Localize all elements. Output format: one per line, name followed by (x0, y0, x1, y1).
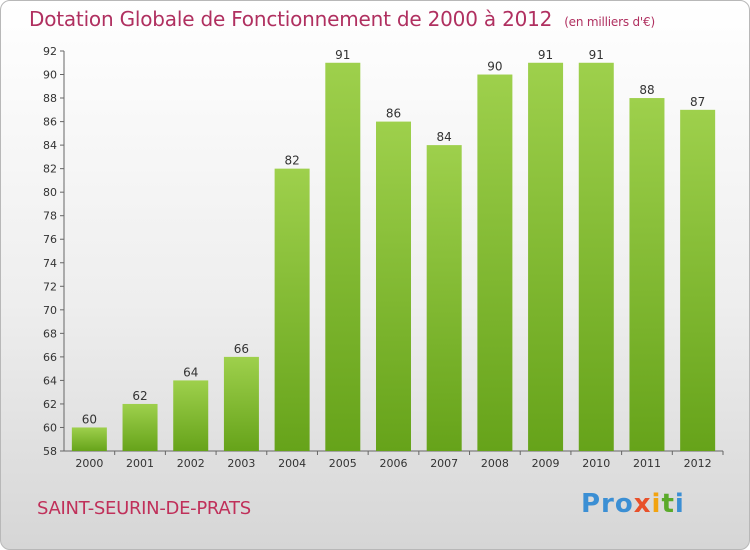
chart-title: Dotation Globale de Fonctionnement de 20… (29, 7, 655, 31)
data-label: 86 (386, 107, 401, 121)
y-tick-label: 74 (43, 257, 57, 270)
y-tick-label: 88 (43, 92, 57, 105)
bar (325, 62, 361, 451)
y-tick-label: 68 (43, 327, 57, 340)
bar (578, 62, 614, 451)
bar (528, 62, 564, 451)
commune-name: SAINT-SEURIN-DE-PRATS (37, 498, 251, 519)
logo-letter: i (674, 489, 685, 519)
x-tick-label: 2000 (75, 457, 103, 470)
data-label: 91 (538, 48, 553, 62)
bar (122, 403, 158, 451)
logo-letter: i (651, 489, 662, 519)
data-label: 62 (132, 389, 147, 403)
x-tick-label: 2004 (278, 457, 306, 470)
axes: 58 60 62 64 66 68 70 72 74 76 78 80 82 84 86 88 90 92 2000… (43, 45, 724, 470)
y-tick-label: 62 (43, 398, 57, 411)
bar (680, 109, 716, 451)
bars (71, 62, 716, 452)
x-tick-label: 2006 (380, 457, 408, 470)
y-tick-label: 76 (43, 233, 57, 246)
x-tick-label: 2008 (481, 457, 509, 470)
bar (477, 74, 513, 451)
bar (629, 98, 665, 451)
y-tick-label: 66 (43, 351, 57, 364)
data-label: 88 (639, 83, 654, 97)
bar (223, 356, 259, 451)
x-tick-label: 2011 (633, 457, 661, 470)
y-tick-label: 82 (43, 163, 57, 176)
y-tick-label: 58 (43, 445, 57, 458)
y-tick-label: 78 (43, 210, 57, 223)
y-tick-label: 70 (43, 304, 57, 317)
data-label: 90 (487, 60, 502, 74)
logo-letter: Pro (581, 489, 634, 519)
y-tick-label: 92 (43, 45, 57, 58)
bar (71, 427, 107, 451)
x-tick-label: 2009 (532, 457, 560, 470)
data-labels: 60 62 64 66 82 91 86 84 90 91 91 88 87 (82, 48, 706, 427)
proxiti-logo: Proxiti (581, 489, 685, 519)
y-tick-label: 80 (43, 186, 57, 199)
x-tick-label: 2010 (582, 457, 610, 470)
logo-letter: x (633, 489, 652, 519)
x-tick-label: 2005 (329, 457, 357, 470)
chart-unit: (en milliers d'€) (564, 15, 655, 29)
y-tick-label: 90 (43, 69, 57, 82)
y-tick-label: 84 (43, 139, 57, 152)
bar (426, 145, 462, 451)
x-tick-label: 2007 (430, 457, 458, 470)
x-tick-label: 2012 (684, 457, 712, 470)
x-tick-label: 2001 (126, 457, 154, 470)
data-label: 60 (82, 412, 97, 426)
data-label: 91 (589, 48, 604, 62)
data-label: 84 (437, 130, 452, 144)
data-label: 91 (335, 48, 350, 62)
y-tick-label: 86 (43, 116, 57, 129)
y-tick-label: 64 (43, 374, 57, 387)
x-tick-label: 2002 (177, 457, 205, 470)
x-tick-label: 2003 (227, 457, 255, 470)
bar (274, 168, 310, 451)
chart-title-text: Dotation Globale de Fonctionnement de 20… (29, 7, 553, 31)
y-tick-label: 72 (43, 280, 57, 293)
data-label: 64 (183, 365, 198, 379)
logo-letter: t (661, 489, 675, 519)
data-label: 87 (690, 95, 705, 109)
data-label: 66 (234, 342, 249, 356)
data-label: 82 (284, 154, 299, 168)
bar (173, 380, 209, 451)
bar (376, 121, 411, 452)
y-tick-label: 60 (43, 421, 57, 434)
